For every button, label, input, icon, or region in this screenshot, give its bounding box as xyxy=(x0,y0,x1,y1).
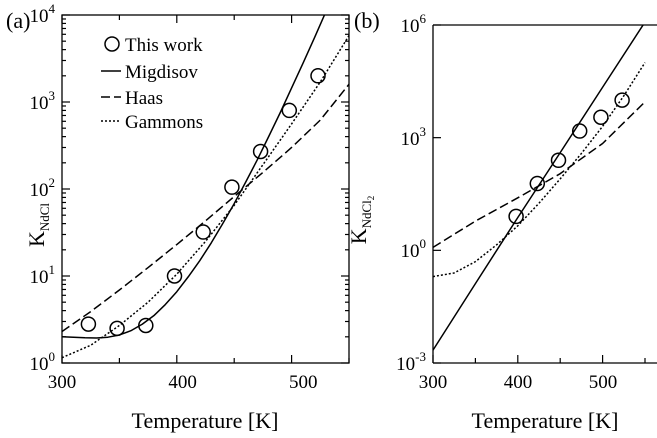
data-point-this-work xyxy=(550,152,567,169)
y-tick-label: 106 xyxy=(401,11,427,37)
y-tick-label: 103 xyxy=(30,88,56,114)
panel-b-series xyxy=(433,25,646,351)
panel-b-label: (b) xyxy=(354,8,380,33)
legend-marker-this-work xyxy=(104,36,120,52)
data-point-this-work xyxy=(508,208,524,225)
y-tick-label: 101 xyxy=(30,262,56,288)
panel-b-xlabel: Temperature [K] xyxy=(472,408,619,433)
data-point-this-work xyxy=(529,175,546,192)
panel-a-xlabel: Temperature [K] xyxy=(132,408,279,433)
panel-a-frame xyxy=(61,14,350,364)
data-point-this-work xyxy=(310,68,326,84)
legend-label: This work xyxy=(125,35,203,56)
series-line-haas xyxy=(62,83,349,333)
x-tick-label: 300 xyxy=(419,372,448,393)
y-tick-label: 103 xyxy=(401,124,427,150)
panel-a: (a) KNdCl Temperature [K] 300 400 500 10… xyxy=(6,1,350,433)
data-point-this-work xyxy=(593,109,609,125)
y-tick-label: 104 xyxy=(30,1,56,27)
panel-b-ticks xyxy=(432,24,646,364)
data-point-this-work xyxy=(571,123,588,139)
panel-a-tick-labels: 300 400 500 100 101 102 103 104 xyxy=(30,1,318,393)
y-tick-label: 100 xyxy=(30,349,56,375)
series-line-migdisov xyxy=(62,15,326,339)
series-line-gammons xyxy=(62,35,349,359)
series-line-haas xyxy=(433,101,646,248)
x-tick-label: 400 xyxy=(168,372,197,393)
x-tick-label: 500 xyxy=(289,372,318,393)
data-point-this-work xyxy=(224,179,240,195)
x-tick-label: 500 xyxy=(589,372,618,393)
legend-label: Migdisov xyxy=(125,62,198,83)
panel-b-ylabel: KNdCl2 xyxy=(346,196,376,245)
panel-a-ylabel: KNdCl xyxy=(24,203,52,247)
data-point-this-work xyxy=(252,143,269,160)
y-tick-label: 100 xyxy=(401,236,427,262)
panel-b-tick-labels: 300 400 500 10-3 100 103 106 xyxy=(396,11,617,393)
data-point-this-work xyxy=(80,316,97,332)
y-tick-label: 10-3 xyxy=(396,349,426,375)
panel-a-series xyxy=(62,15,349,359)
panel-a-ticks xyxy=(61,14,350,364)
data-point-this-work xyxy=(195,224,211,240)
legend: This work Migdisov Haas Gammons xyxy=(101,35,203,133)
panel-a-label: (a) xyxy=(6,8,30,33)
series-line-gammons xyxy=(433,62,646,278)
data-point-this-work xyxy=(166,268,183,284)
legend-label: Gammons xyxy=(125,112,203,133)
legend-label: Haas xyxy=(125,88,163,109)
x-tick-label: 300 xyxy=(48,372,77,393)
data-point-this-work xyxy=(614,92,630,108)
panel-b: (b) KNdCl2 Temperature [K] 300 400 500 1… xyxy=(346,8,657,433)
data-point-this-work xyxy=(281,102,298,119)
y-tick-label: 102 xyxy=(30,175,56,201)
x-tick-label: 400 xyxy=(504,372,533,393)
